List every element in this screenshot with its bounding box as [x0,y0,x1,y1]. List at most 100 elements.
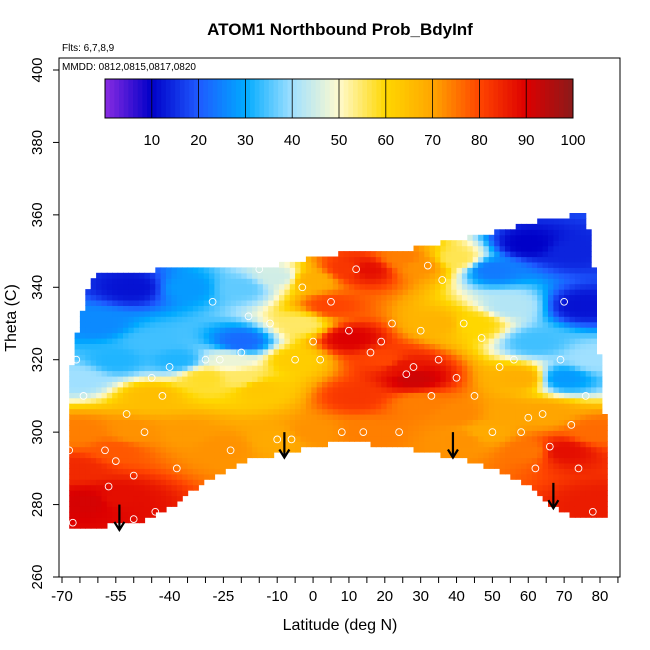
heatmap-cell [295,289,302,296]
heatmap-cell [375,261,382,268]
heatmap-cell [112,495,119,502]
heatmap-cell [574,267,581,274]
colorbar-segment [105,79,111,118]
heatmap-cell [569,370,576,377]
heatmap-cell [591,321,597,328]
heatmap-cell [246,424,253,431]
heatmap-cell [316,310,323,317]
heatmap-cell [171,289,178,296]
heatmap-cell [397,408,404,415]
heatmap-cell [133,283,140,290]
heatmap-cell [402,256,409,263]
heatmap-cell [375,321,382,328]
heatmap-cell [429,267,436,274]
heatmap-cell [284,435,291,442]
heatmap-cell [580,348,587,355]
heatmap-cell [139,300,146,306]
heatmap-cell [279,359,285,366]
heatmap-cell [585,397,592,404]
heatmap-cell [203,327,210,334]
heatmap-cell [85,343,92,350]
x-tick-label: -10 [266,588,288,605]
heatmap-cell [585,424,592,431]
heatmap-cell [171,386,178,393]
heatmap-cell [182,435,189,442]
heatmap-cell [348,267,355,274]
heatmap-cell [144,435,151,442]
heatmap-cell [483,321,490,328]
heatmap-cell [375,424,382,431]
heatmap-cell [214,305,221,312]
heatmap-cell [408,403,415,410]
heatmap-cell [510,408,517,415]
heatmap-cell [354,261,361,268]
heatmap-cell [521,223,528,230]
heatmap-cell [203,332,210,339]
heatmap-cell [494,305,501,312]
heatmap-cell [478,305,485,312]
heatmap-cell [596,354,603,361]
heatmap-cell [365,348,372,355]
heatmap-cell [117,300,124,306]
heatmap-cell [166,403,172,410]
heatmap-cell [279,261,285,268]
heatmap-cell [542,419,549,426]
heatmap-cell [305,294,312,301]
heatmap-cell [311,424,318,431]
heatmap-cell [499,370,506,377]
heatmap-cell [74,381,81,388]
heatmap-cell [472,392,479,399]
heatmap-cell [203,430,210,437]
heatmap-cell [187,338,194,344]
heatmap-cell [526,424,533,431]
heatmap-cell [424,294,431,301]
heatmap-cell [418,424,425,431]
heatmap-cell [569,283,576,290]
heatmap-cell [69,381,76,388]
heatmap-cell [402,305,409,312]
heatmap-cell [182,446,189,453]
heatmap-cell [123,305,129,312]
heatmap-cell [451,376,458,382]
heatmap-cell [295,376,302,382]
heatmap-cell [284,316,291,323]
heatmap-cell [402,376,409,382]
heatmap-cell [440,435,447,442]
heatmap-cell [531,278,538,285]
heatmap-cell [96,419,103,426]
heatmap-cell [79,479,86,486]
heatmap-cell [79,321,86,328]
heatmap-cell [354,294,361,301]
heatmap-cell [160,435,167,442]
heatmap-cell [192,305,199,312]
heatmap-cell [359,365,366,372]
heatmap-cell [257,283,264,290]
heatmap-cell [139,403,146,410]
heatmap-cell [418,386,425,393]
heatmap-cell [182,457,189,464]
heatmap-cell [182,424,189,431]
heatmap-cell [123,430,129,437]
heatmap-cell [123,403,129,410]
heatmap-cell [96,272,103,279]
heatmap-cell [548,245,554,252]
heatmap-cell [580,245,587,252]
heatmap-cell [558,294,565,301]
heatmap-cell [225,414,232,420]
heatmap-cell [246,441,253,448]
heatmap-cell [139,484,146,491]
heatmap-cell [375,419,382,426]
heatmap-cell [128,376,135,382]
heatmap-cell [203,316,210,323]
heatmap-cell [96,490,103,497]
heatmap-cell [171,435,178,442]
heatmap-cell [397,381,404,388]
colorbar-segment [521,79,527,118]
heatmap-cell [397,397,404,404]
heatmap-cell [548,294,554,301]
heatmap-cell [112,386,119,393]
heatmap-cell [542,430,549,437]
heatmap-cell [564,441,571,448]
colorbar-segment [530,79,537,118]
heatmap-cell [537,261,544,268]
